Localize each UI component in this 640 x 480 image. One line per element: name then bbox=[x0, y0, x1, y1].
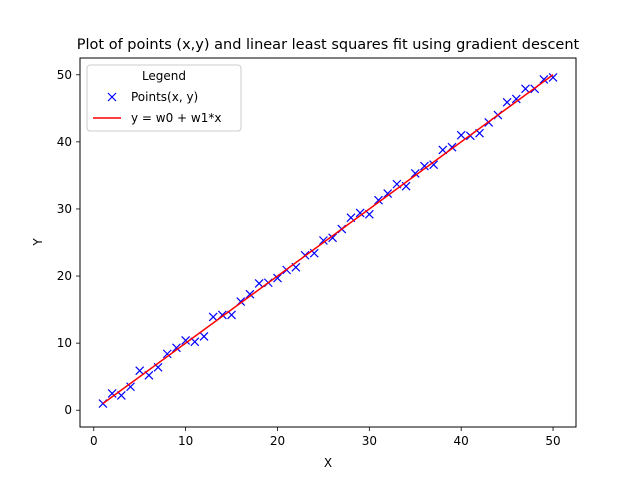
data-point bbox=[456, 130, 466, 140]
y-tick-label: 0 bbox=[64, 403, 72, 417]
y-tick-label: 10 bbox=[57, 336, 72, 350]
data-point bbox=[318, 236, 328, 245]
data-point bbox=[355, 208, 365, 218]
data-point bbox=[502, 97, 512, 107]
data-point bbox=[208, 312, 218, 322]
y-tick-label: 20 bbox=[57, 269, 72, 283]
data-point bbox=[181, 336, 191, 345]
legend-box bbox=[86, 64, 242, 132]
y-axis-label: Y bbox=[31, 238, 45, 247]
data-point bbox=[135, 366, 145, 376]
legend-title: Legend bbox=[142, 69, 186, 83]
data-point bbox=[172, 343, 181, 353]
fit-line bbox=[102, 74, 554, 405]
data-point bbox=[429, 160, 439, 170]
data-point bbox=[521, 84, 530, 94]
x-axis-label: X bbox=[324, 456, 332, 470]
x-tick-label: 0 bbox=[90, 434, 98, 448]
x-axis-ticks: 0 10 20 30 40 50 bbox=[90, 427, 561, 448]
y-tick-label: 50 bbox=[57, 68, 72, 82]
data-point bbox=[273, 273, 282, 283]
data-point bbox=[410, 168, 420, 178]
axes-frame bbox=[79, 57, 577, 428]
data-point bbox=[126, 382, 135, 392]
y-tick-label: 30 bbox=[57, 202, 72, 216]
x-tick-label: 50 bbox=[545, 434, 560, 448]
data-point bbox=[254, 279, 264, 288]
data-point bbox=[511, 94, 521, 104]
x-tick-label: 30 bbox=[362, 434, 377, 448]
data-point bbox=[328, 233, 338, 243]
data-point bbox=[539, 75, 549, 84]
data-point bbox=[383, 189, 393, 198]
chart-title: Plot of points (x,y) and linear least sq… bbox=[77, 37, 580, 53]
x-tick-label: 40 bbox=[454, 434, 469, 448]
x-tick-label: 10 bbox=[178, 434, 193, 448]
plot-area bbox=[98, 73, 558, 408]
data-point bbox=[199, 332, 209, 341]
data-point bbox=[374, 195, 383, 205]
data-point bbox=[548, 73, 558, 82]
y-tick-label: 40 bbox=[57, 135, 72, 149]
x-tick-label: 20 bbox=[270, 434, 285, 448]
legend-label-points: Points(x, y) bbox=[131, 90, 198, 104]
data-point bbox=[245, 289, 255, 299]
data-point bbox=[162, 349, 172, 359]
legend: Legend Points(x, y) y = w0 + w1*x bbox=[86, 64, 242, 132]
legend-label-fit-line: y = w0 + w1*x bbox=[131, 111, 221, 125]
legend-marker-points bbox=[107, 92, 117, 102]
y-axis-ticks: 0 10 20 30 40 50 bbox=[57, 68, 80, 417]
data-point bbox=[107, 389, 117, 398]
data-point bbox=[420, 161, 429, 171]
